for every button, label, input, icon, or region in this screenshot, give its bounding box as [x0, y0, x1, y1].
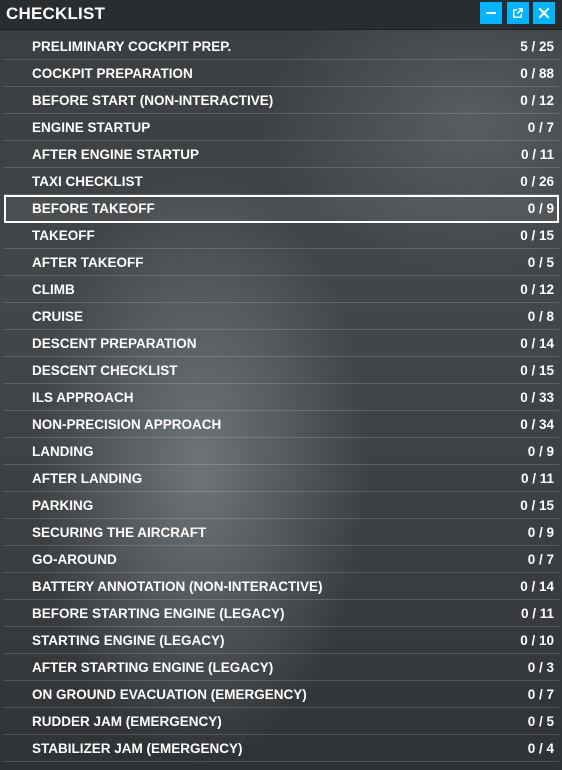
- title-bar: CHECKLIST: [0, 0, 562, 30]
- checklist-row-count: 0 / 15: [520, 228, 554, 243]
- checklist-list: PRELIMINARY COCKPIT PREP. 5 / 25 COCKPIT P…: [4, 34, 559, 763]
- checklist-row-label: CLIMB: [32, 282, 75, 297]
- checklist-row[interactable]: AFTER ENGINE STARTUP 0 / 11: [4, 142, 559, 168]
- checklist-row[interactable]: STARTING ENGINE (LEGACY) 0 / 10: [4, 628, 559, 654]
- checklist-row-count: 0 / 11: [520, 147, 554, 162]
- close-icon: [538, 7, 550, 19]
- checklist-row[interactable]: ON GROUND EVACUATION (EMERGENCY) 0 / 7: [4, 682, 559, 708]
- checklist-row-count: 0 / 11: [520, 606, 554, 621]
- checklist-row-count: 0 / 12: [520, 93, 554, 108]
- checklist-row-label: AFTER TAKEOFF: [32, 255, 144, 270]
- checklist-row-count: 0 / 14: [520, 336, 554, 351]
- checklist-row[interactable]: STABILIZER JAM (EMERGENCY) 0 / 4: [4, 736, 559, 762]
- checklist-row-label: BEFORE STARTING ENGINE (LEGACY): [32, 606, 285, 621]
- checklist-row-label: PARKING: [32, 498, 94, 513]
- checklist-row-label: PRELIMINARY COCKPIT PREP.: [32, 39, 232, 54]
- checklist-row-count: 0 / 14: [520, 579, 554, 594]
- close-button[interactable]: [533, 2, 555, 24]
- checklist-row[interactable]: DESCENT PREPARATION 0 / 14: [4, 331, 559, 357]
- checklist-row-label: LANDING: [32, 444, 94, 459]
- checklist-row-count: 0 / 3: [527, 660, 554, 675]
- checklist-row-count: 0 / 34: [520, 417, 554, 432]
- checklist-row-count: 0 / 88: [520, 66, 554, 81]
- checklist-row-count: 0 / 9: [527, 525, 554, 540]
- checklist-row-count: 0 / 15: [520, 498, 554, 513]
- checklist-row-label: TAXI CHECKLIST: [32, 174, 143, 189]
- checklist-row[interactable]: BEFORE STARTING ENGINE (LEGACY) 0 / 11: [4, 601, 559, 627]
- checklist-row-label: AFTER STARTING ENGINE (LEGACY): [32, 660, 274, 675]
- checklist-row-label: BATTERY ANNOTATION (NON-INTERACTIVE): [32, 579, 323, 594]
- checklist-row-count: 0 / 7: [527, 120, 554, 135]
- checklist-row-label: DESCENT CHECKLIST: [32, 363, 178, 378]
- pop-out-icon: [513, 8, 523, 18]
- checklist-row-label: ON GROUND EVACUATION (EMERGENCY): [32, 687, 307, 702]
- checklist-row[interactable]: RUDDER JAM (EMERGENCY) 0 / 5: [4, 709, 559, 735]
- checklist-row-label: ILS APPROACH: [32, 390, 134, 405]
- checklist-row-count: 0 / 11: [520, 471, 554, 486]
- checklist-row[interactable]: ENGINE STARTUP 0 / 7: [4, 115, 559, 141]
- checklist-row-count: 0 / 8: [527, 309, 554, 324]
- checklist-row-label: CRUISE: [32, 309, 84, 324]
- checklist-row-count: 0 / 7: [527, 552, 554, 567]
- minimize-icon: [486, 12, 496, 14]
- checklist-row-label: ENGINE STARTUP: [32, 120, 151, 135]
- checklist-row-label: TAKEOFF: [32, 228, 95, 243]
- checklist-row[interactable]: PRELIMINARY COCKPIT PREP. 5 / 25: [4, 34, 559, 60]
- checklist-row[interactable]: LANDING 0 / 9: [4, 439, 559, 465]
- checklist-row[interactable]: AFTER TAKEOFF 0 / 5: [4, 250, 559, 276]
- checklist-row-count: 0 / 15: [520, 363, 554, 378]
- checklist-row-count: 0 / 26: [520, 174, 554, 189]
- checklist-row[interactable]: CRUISE 0 / 8: [4, 304, 559, 330]
- checklist-row-label: BEFORE TAKEOFF: [32, 201, 155, 216]
- checklist-row-count: 0 / 10: [520, 633, 554, 648]
- checklist-row[interactable]: NON-PRECISION APPROACH 0 / 34: [4, 412, 559, 438]
- checklist-row-count: 0 / 33: [520, 390, 554, 405]
- checklist-row[interactable]: TAXI CHECKLIST 0 / 26: [4, 169, 559, 195]
- checklist-row-label: STABILIZER JAM (EMERGENCY): [32, 741, 243, 756]
- checklist-row[interactable]: BATTERY ANNOTATION (NON-INTERACTIVE) 0 / …: [4, 574, 559, 600]
- checklist-row-label: GO-AROUND: [32, 552, 117, 567]
- checklist-row[interactable]: CLIMB 0 / 12: [4, 277, 559, 303]
- checklist-row-label: COCKPIT PREPARATION: [32, 66, 193, 81]
- checklist-row-label: STARTING ENGINE (LEGACY): [32, 633, 225, 648]
- checklist-row-label: AFTER ENGINE STARTUP: [32, 147, 200, 162]
- checklist-row-count: 5 / 25: [520, 39, 554, 54]
- checklist-row-label: SECURING THE AIRCRAFT: [32, 525, 207, 540]
- checklist-row-count: 0 / 7: [527, 687, 554, 702]
- minimize-button[interactable]: [480, 2, 502, 24]
- checklist-row-count: 0 / 5: [527, 714, 554, 729]
- checklist-row[interactable]: SECURING THE AIRCRAFT 0 / 9: [4, 520, 559, 546]
- checklist-row-count: 0 / 12: [520, 282, 554, 297]
- checklist-row-count: 0 / 4: [527, 741, 554, 756]
- checklist-row-label: AFTER LANDING: [32, 471, 143, 486]
- checklist-row-count: 0 / 9: [527, 201, 554, 216]
- checklist-row-count: 0 / 9: [527, 444, 554, 459]
- checklist-row[interactable]: COCKPIT PREPARATION 0 / 88: [4, 61, 559, 87]
- checklist-row-label: BEFORE START (NON-INTERACTIVE): [32, 93, 274, 108]
- checklist-row-count: 0 / 5: [527, 255, 554, 270]
- panel-title: CHECKLIST: [6, 4, 106, 23]
- checklist-row[interactable]: DESCENT CHECKLIST 0 / 15: [4, 358, 559, 384]
- checklist-row[interactable]: TAKEOFF 0 / 15: [4, 223, 559, 249]
- checklist-row-label: NON-PRECISION APPROACH: [32, 417, 222, 432]
- checklist-row[interactable]: GO-AROUND 0 / 7: [4, 547, 559, 573]
- checklist-row-label: DESCENT PREPARATION: [32, 336, 197, 351]
- checklist-row[interactable]: AFTER LANDING 0 / 11: [4, 466, 559, 492]
- pop-out-button[interactable]: [507, 2, 529, 24]
- checklist-row[interactable]: BEFORE START (NON-INTERACTIVE) 0 / 12: [4, 88, 559, 114]
- checklist-row-label: RUDDER JAM (EMERGENCY): [32, 714, 222, 729]
- checklist-row[interactable]: AFTER STARTING ENGINE (LEGACY) 0 / 3: [4, 655, 559, 681]
- checklist-row[interactable]: ILS APPROACH 0 / 33: [4, 385, 559, 411]
- checklist-row[interactable]: PARKING 0 / 15: [4, 493, 559, 519]
- checklist-row-selected[interactable]: BEFORE TAKEOFF 0 / 9: [4, 195, 559, 223]
